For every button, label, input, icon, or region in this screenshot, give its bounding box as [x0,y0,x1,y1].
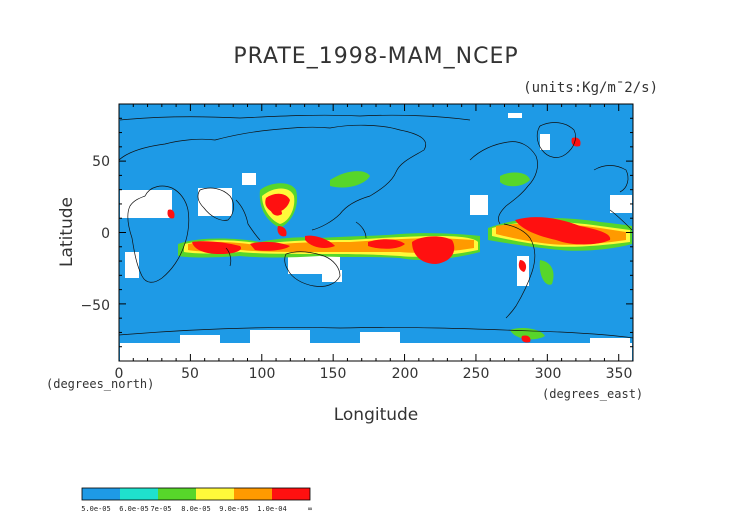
y-tick-50: 50 [92,154,110,170]
nodata-arctic [508,113,522,118]
nodata-greenland [540,134,550,150]
x-tick-50: 50 [181,366,199,382]
colorbar-label-inf: ∞ [308,505,312,513]
x-tick-150: 150 [320,366,347,382]
coastlines [119,114,633,339]
colorbar-label-5: 1.0e-04 [257,505,287,513]
x-tick-0: 0 [115,366,124,382]
map-title: PRATE_1998-MAM_NCEP [233,44,519,69]
nodata-atlantic-east [610,195,632,213]
x-unit-label: (degrees_east) [542,387,643,401]
x-tick-300: 300 [535,366,562,382]
nodata-antarctica-c [360,332,400,344]
y-tick-labels: 50 0 −50 [80,154,110,314]
nodata-antarctica-b [250,330,310,344]
colorbar-box-0 [82,488,120,500]
x-axis-title: Longitude [334,405,419,425]
units-label: (units:Kg/m¯2/s) [523,80,658,96]
nodata-antarctica-a [180,335,220,345]
colorbar-box-1 [120,488,158,500]
nodata-arabia [198,188,232,216]
no-data-regions [120,113,632,361]
colorbar-box-4 [234,488,272,500]
colorbar-label-2: 7e-05 [150,505,171,513]
x-tick-labels: 0 50 100 150 200 250 300 350 [115,366,633,382]
nodata-australia-south [322,270,342,282]
colorbar-frame [81,487,311,501]
colorbar-box-5 [272,488,310,500]
x-tick-200: 200 [392,366,419,382]
colorbar-box-3 [196,488,234,500]
axis-ticks [118,104,633,361]
y-tick-0: 0 [101,226,110,242]
y-unit-label: (degrees_north) [46,377,154,391]
x-tick-350: 350 [606,366,633,382]
colorbar-label-4: 9.0e-05 [219,505,249,513]
rain-bands [167,137,632,343]
nodata-asia [242,173,256,185]
precipitation-field [119,113,633,361]
nodata-antarctica [120,343,632,361]
nodata-mexico [470,195,488,215]
colorbar-box-2 [158,488,196,500]
x-tick-250: 250 [463,366,490,382]
colorbar-label-3: 8.0e-05 [181,505,211,513]
y-axis-title: Latitude [57,197,77,267]
nodata-antarctica-d [590,338,630,346]
colorbar: 5.0e-05 6.0e-05 7e-05 8.0e-05 9.0e-05 1.… [81,487,312,513]
colorbar-label-0: 5.0e-05 [81,505,111,513]
x-tick-100: 100 [249,366,276,382]
y-tick-minus-50: −50 [80,298,110,314]
colorbar-label-1: 6.0e-05 [119,505,149,513]
nodata-south-africa [125,252,139,278]
